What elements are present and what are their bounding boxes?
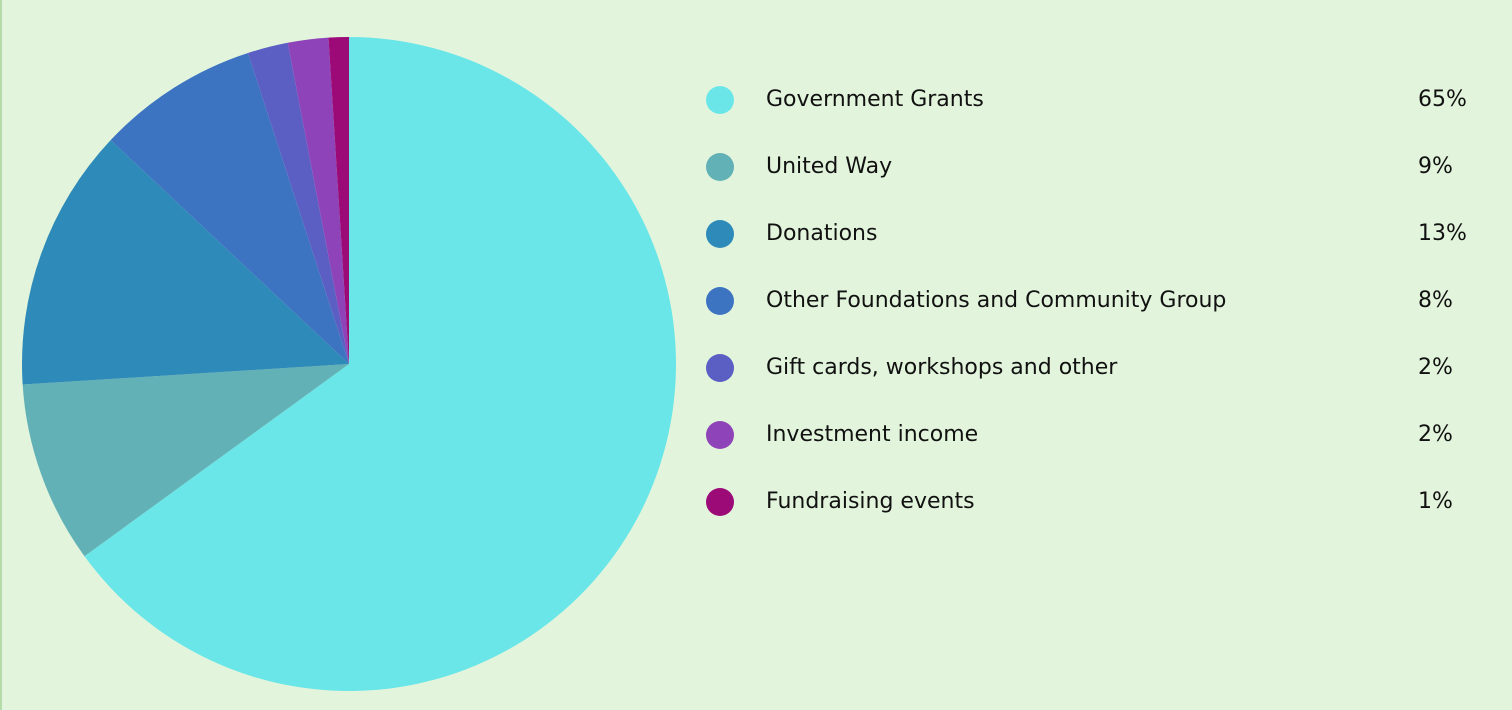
legend-marker <box>706 153 734 181</box>
legend-marker <box>706 488 734 516</box>
legend-label: Donations <box>766 221 877 246</box>
legend-value: 1% <box>1418 489 1453 514</box>
legend-marker <box>706 421 734 449</box>
legend-label: Investment income <box>766 422 978 447</box>
pie-slice <box>84 37 677 691</box>
pie-slice <box>328 37 349 364</box>
legend-label: Other Foundations and Community Group <box>766 288 1226 313</box>
legend-value: 9% <box>1418 154 1453 179</box>
legend-marker <box>706 86 734 114</box>
legend-label: Government Grants <box>766 87 984 112</box>
legend-label: Fundraising events <box>766 489 975 514</box>
legend-value: 65% <box>1418 87 1467 112</box>
legend-value: 13% <box>1418 221 1467 246</box>
legend-marker <box>706 220 734 248</box>
legend-value: 2% <box>1418 355 1453 380</box>
pie-slice <box>247 42 349 365</box>
pie-slice <box>287 37 349 364</box>
legend-value: 2% <box>1418 422 1453 447</box>
legend-marker <box>706 287 734 315</box>
pie-slice <box>22 140 350 385</box>
legend-marker <box>706 354 734 382</box>
legend-value: 8% <box>1418 288 1453 313</box>
legend-label: Gift cards, workshops and other <box>766 355 1118 380</box>
pie-slice <box>110 53 349 365</box>
legend-label: United Way <box>766 154 892 179</box>
pie-slice <box>22 364 349 557</box>
